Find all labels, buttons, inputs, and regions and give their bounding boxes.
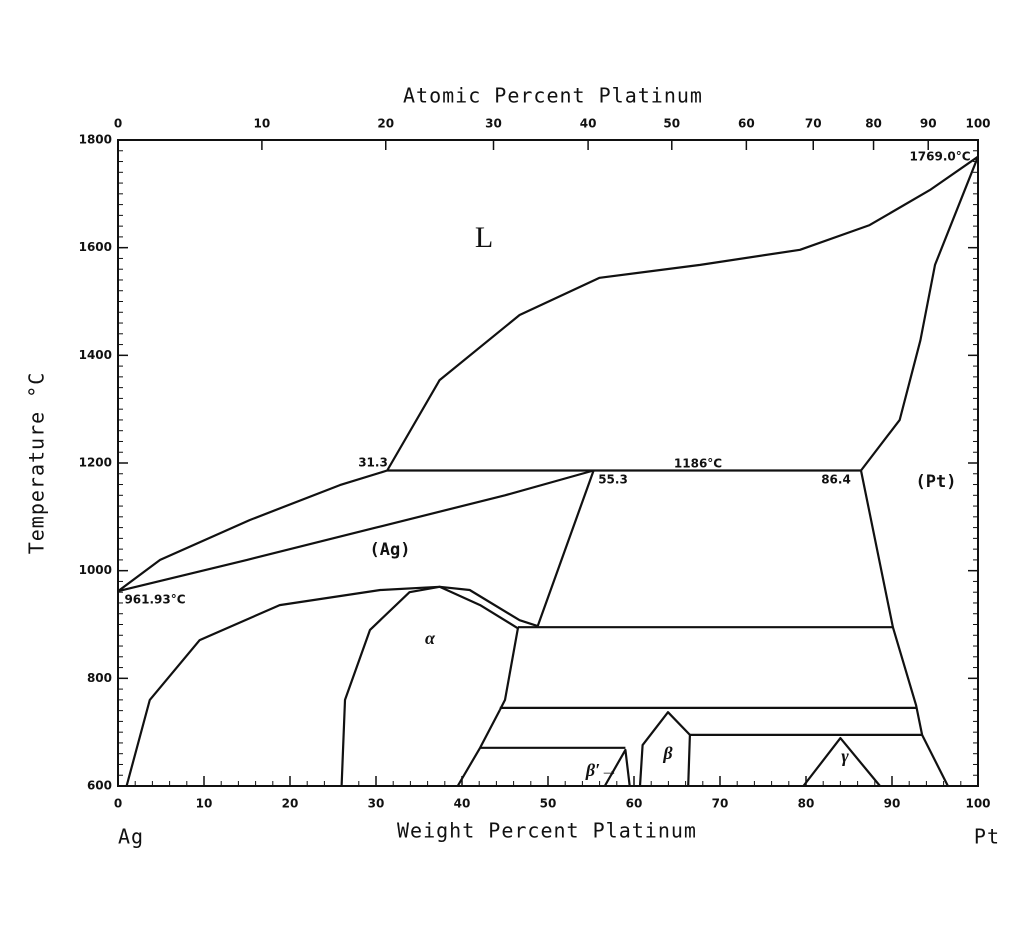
- y-axis-title: Temperature °C: [25, 372, 49, 555]
- phase-boundary: [117, 469, 594, 593]
- x2-tick-label: 30: [485, 117, 502, 131]
- top-axis-title: Atomic Percent Platinum: [403, 84, 703, 108]
- x-tick-label: 60: [626, 797, 643, 811]
- annotation: 55.3: [598, 473, 628, 487]
- annotation: 1186°C: [674, 457, 722, 471]
- phase-boundary: [638, 711, 691, 787]
- x-tick-label: 10: [196, 797, 213, 811]
- x-tick-label: 30: [368, 797, 385, 811]
- x2-tick-label: 20: [377, 117, 394, 131]
- annotation: β′→: [585, 760, 618, 780]
- phase-boundary: [860, 156, 980, 472]
- y-tick-label: 1400: [79, 348, 112, 362]
- annotation: 86.4: [821, 473, 851, 487]
- phase-boundary: [340, 585, 519, 787]
- y-tick-label: 1800: [79, 133, 112, 147]
- annotation: γ: [841, 746, 849, 766]
- x2-tick-label: 50: [663, 117, 680, 131]
- x-tick-label: 80: [798, 797, 815, 811]
- phase-boundary: [802, 737, 881, 787]
- annotation: 961.93°C: [124, 593, 185, 607]
- phase-boundary: [536, 470, 595, 627]
- x2-tick-label: 0: [114, 117, 122, 131]
- x-axis-title: Weight Percent Platinum: [397, 819, 697, 843]
- x2-tick-label: 100: [965, 117, 990, 131]
- annotation: 31.3: [358, 456, 388, 470]
- right-element: Pt: [974, 825, 1000, 849]
- x-tick-label: 90: [884, 797, 901, 811]
- y-tick-label: 1000: [79, 563, 112, 577]
- x2-tick-label: 90: [920, 117, 937, 131]
- x-tick-label: 0: [114, 797, 122, 811]
- left-element: Ag: [118, 825, 144, 849]
- annotation: L: [475, 221, 493, 254]
- y-tick-label: 600: [87, 779, 112, 793]
- x2-tick-label: 80: [865, 117, 882, 131]
- x-tick-label: 70: [712, 797, 729, 811]
- phase-boundary: [117, 155, 979, 593]
- plot-frame: [117, 139, 979, 787]
- phase-boundary: [603, 748, 631, 787]
- y-tick-label: 800: [87, 671, 112, 685]
- x-tick-label: 40: [454, 797, 471, 811]
- annotation: 1769.0°C: [909, 150, 970, 164]
- annotation: (Ag): [370, 540, 411, 560]
- annotation: β: [662, 743, 673, 763]
- annotation: α: [425, 628, 436, 648]
- x2-tick-label: 40: [580, 117, 597, 131]
- x-tick-label: 20: [282, 797, 299, 811]
- phase-boundary: [125, 585, 539, 787]
- x2-tick-label: 60: [738, 117, 755, 131]
- x2-tick-label: 10: [254, 117, 271, 131]
- phase-boundary: [859, 470, 949, 787]
- x-tick-label: 100: [965, 797, 990, 811]
- y-tick-label: 1200: [79, 456, 112, 470]
- x-tick-label: 50: [540, 797, 557, 811]
- y-tick-label: 1600: [79, 240, 112, 254]
- annotation: (Pt): [916, 472, 957, 492]
- x2-tick-label: 70: [805, 117, 822, 131]
